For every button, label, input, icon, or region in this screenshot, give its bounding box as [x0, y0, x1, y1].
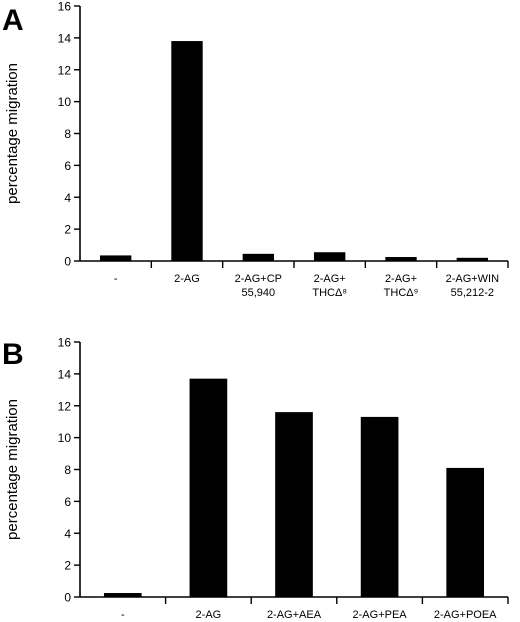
bar [275, 412, 313, 597]
x-tick-label: 55,212-2 [451, 287, 494, 299]
bar [456, 257, 489, 261]
x-tick-label: 2-AG+ [314, 273, 346, 285]
y-tick-label: 10 [58, 95, 72, 109]
y-tick-label: 2 [64, 559, 71, 573]
panel-a: A 0 2 4 6 8 10 12 14 16 percentage migration - 2-AG 2… [2, 0, 509, 299]
bar [242, 253, 275, 261]
y-tick-label: 4 [64, 191, 71, 205]
y-tick-label: 14 [58, 31, 72, 45]
x-tick-label: 2-AG+POEA [434, 609, 497, 621]
y-tick-label: 4 [64, 527, 71, 541]
y-tick-label: 12 [58, 399, 72, 413]
x-tick-label: 2-AG+AEA [267, 609, 322, 621]
x-tick-label: - [121, 609, 125, 621]
y-tick-label: 14 [58, 367, 72, 381]
bar [446, 467, 485, 597]
bar [99, 255, 132, 261]
y-tick-label: 10 [58, 431, 72, 445]
bar [360, 416, 399, 597]
x-tick-label: 2-AG+WIN [446, 273, 500, 285]
y-tick-label: 8 [64, 463, 71, 477]
y-axis-title: percentage migration [4, 399, 21, 540]
bar [385, 257, 417, 261]
x-tick-label: - [114, 273, 118, 285]
panel-b: B 0 2 4 6 8 10 12 14 16 percentage migration - 2-AG 2… [2, 336, 509, 621]
y-tick-label: 16 [58, 0, 72, 14]
x-tick-label: 2-AG+PEA [353, 609, 408, 621]
y-tick-label: 6 [64, 495, 71, 509]
bar [171, 41, 203, 261]
y-tick-label: 2 [64, 223, 71, 237]
y-tick-label: 6 [64, 159, 71, 173]
y-tick-label: 12 [58, 63, 72, 77]
y-tick-label: 8 [64, 127, 71, 141]
bar [189, 378, 228, 597]
x-tick-label: 55,940 [242, 287, 276, 299]
x-tick-label: 2-AG+ [385, 273, 417, 285]
y-tick-label: 16 [58, 336, 72, 350]
y-tick-label: 0 [64, 591, 71, 605]
y-axis-title: percentage migration [4, 63, 21, 204]
x-tick-label: 2-AG [174, 273, 200, 285]
panel-label: B [2, 338, 24, 371]
y-tick-label: 0 [64, 255, 71, 269]
x-tick-label: 2-AG [196, 609, 222, 621]
x-tick-label: THCΔ⁸ [312, 287, 347, 299]
x-tick-label: 2-AG+CP [235, 273, 282, 285]
bar [103, 593, 142, 597]
panel-label: A [2, 4, 24, 37]
bar [313, 252, 346, 261]
x-tick-label: THCΔ⁹ [384, 287, 419, 299]
